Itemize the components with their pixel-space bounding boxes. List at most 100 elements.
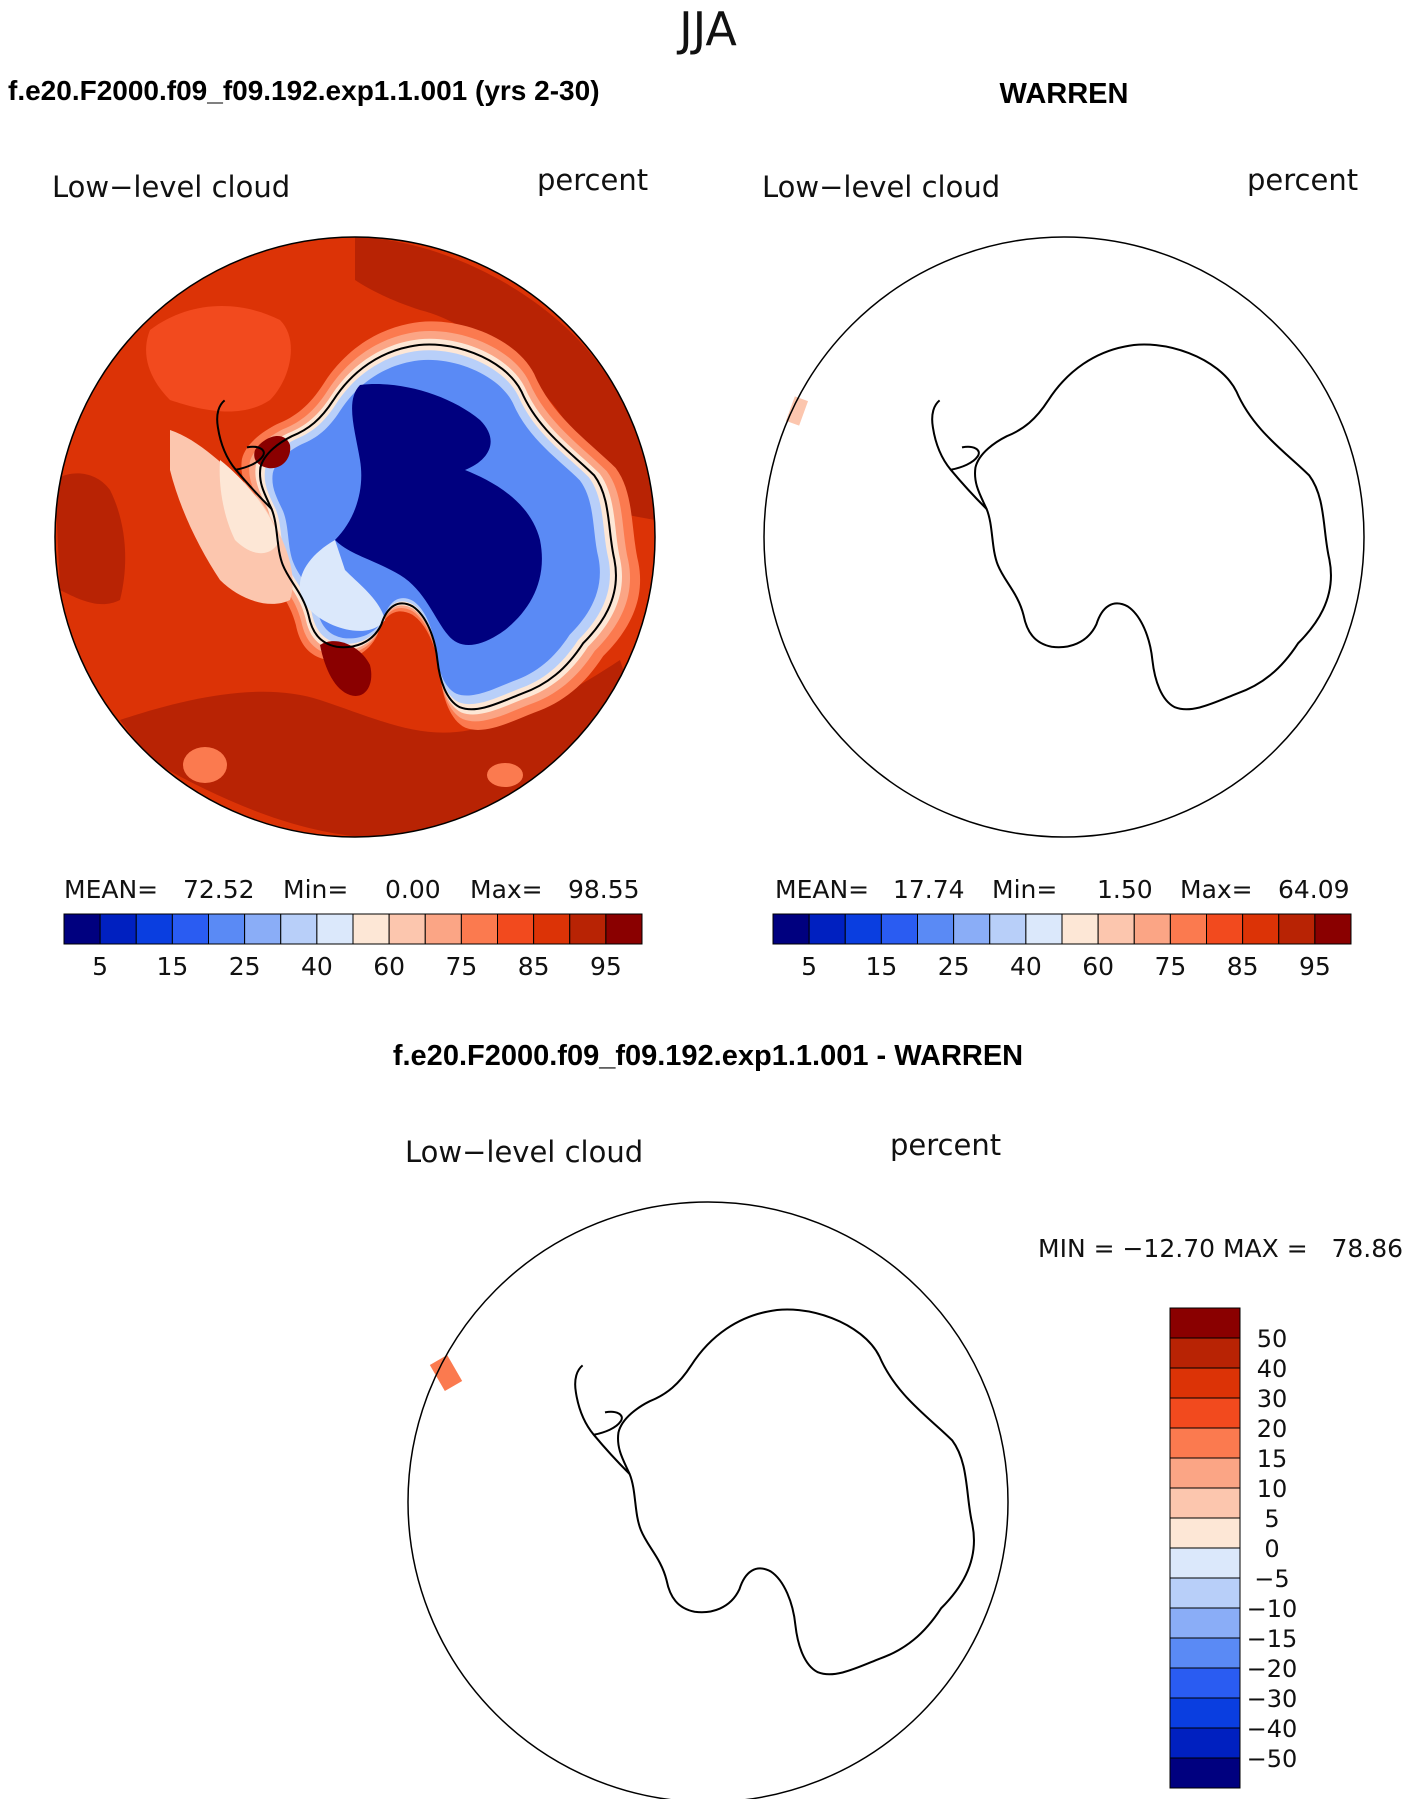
diff-colorbar-swatch xyxy=(1169,1547,1241,1579)
colorbar-swatch xyxy=(244,913,282,945)
diff-colorbar-swatch xyxy=(1169,1607,1241,1639)
ice-sheet-inner-blue xyxy=(299,540,385,631)
colorbar-tick-label: 60 xyxy=(1082,952,1114,981)
colorbar-swatch xyxy=(533,913,571,945)
colorbar-swatch xyxy=(953,913,991,945)
colorbar-swatch xyxy=(1242,913,1280,945)
panel-model: f.e20.F2000.f09_f09.192.exp1.1.001 (yrs … xyxy=(8,75,656,981)
panel-diff: f.e20.F2000.f09_f09.192.exp1.1.001 - WAR… xyxy=(393,1040,1403,1799)
diff-colorbar-swatch xyxy=(1169,1517,1241,1549)
diff-colorbar-swatch xyxy=(1169,1697,1241,1729)
colorbar-tick-label: 85 xyxy=(1227,952,1259,981)
lower-cloud-patch-s xyxy=(487,763,523,787)
colorbar-tick-label: 5 xyxy=(801,952,817,981)
colorbar-swatch xyxy=(208,913,246,945)
colorbar-swatch xyxy=(1169,913,1207,945)
colorbar-swatch xyxy=(316,913,354,945)
map-boundary-diff xyxy=(407,1201,1009,1799)
panel-model-units: percent xyxy=(537,163,648,197)
map-boundary-obs xyxy=(763,236,1365,838)
colorbar-swatch xyxy=(352,913,390,945)
colorbar-swatch xyxy=(171,913,209,945)
colorbar-swatch xyxy=(460,913,498,945)
colorbar-tick-label: 60 xyxy=(373,952,405,981)
max-label: Max= xyxy=(1180,875,1253,904)
colorbar-swatch xyxy=(135,913,173,945)
colorbar-tick-label: 75 xyxy=(1154,952,1186,981)
diff-colorbar-tick-label: 20 xyxy=(1257,1415,1288,1443)
diff-colorbar-swatch xyxy=(1169,1307,1241,1339)
diff-colorbar-swatch xyxy=(1169,1367,1241,1399)
colorbar-tick-label: 40 xyxy=(1010,952,1042,981)
panel-model-title: f.e20.F2000.f09_f09.192.exp1.1.001 (yrs … xyxy=(8,75,600,106)
obs-data-patch xyxy=(785,396,809,426)
min-label: Min= xyxy=(283,875,348,904)
colorbar-tick-label: 15 xyxy=(865,952,897,981)
diff-colorbar-swatch xyxy=(1169,1457,1241,1489)
max-label: Max= xyxy=(470,875,543,904)
colorbar-tick-label: 75 xyxy=(445,952,477,981)
min-value: 0.00 xyxy=(385,875,441,904)
max-value: 98.55 xyxy=(568,875,640,904)
diff-colorbar-swatch xyxy=(1169,1487,1241,1519)
panel-obs-title: WARREN xyxy=(1000,78,1129,110)
colorbar-swatch xyxy=(605,913,643,945)
diff-colorbar-tick-label: 50 xyxy=(1257,1325,1288,1353)
panel-diff-units: percent xyxy=(890,1128,1001,1162)
mean-value: 72.52 xyxy=(183,875,255,904)
colorbar-tick-label: 40 xyxy=(301,952,333,981)
panel-obs-variable: Low−level cloud xyxy=(762,170,1000,204)
diff-colorbar-swatch xyxy=(1169,1577,1241,1609)
lower-cloud-patch-sw xyxy=(183,747,227,783)
coastline-diff xyxy=(574,1308,975,1676)
colorbar-swatch xyxy=(1097,913,1135,945)
mean-value: 17.74 xyxy=(893,875,965,904)
colorbar-swatch xyxy=(989,913,1027,945)
map-boundary-model xyxy=(54,236,656,838)
colorbar-swatch xyxy=(844,913,882,945)
diff-data-patch xyxy=(429,1355,463,1391)
colorbar-swatch xyxy=(280,913,318,945)
diff-colorbar-tick-label: −40 xyxy=(1247,1715,1298,1743)
colorbar-tick-label: 95 xyxy=(590,952,622,981)
diff-colorbar-swatch xyxy=(1169,1337,1241,1369)
diff-colorbar-swatch xyxy=(1169,1637,1241,1669)
colorbar-swatch xyxy=(63,913,101,945)
colorbar-tick-label: 25 xyxy=(938,952,970,981)
panel-obs: WARREN Low−level cloud percent MEAN= 17.… xyxy=(762,78,1365,981)
high-cloud-spot-ross xyxy=(320,641,372,696)
diff-colorbar-tick-label: 15 xyxy=(1257,1445,1288,1473)
diff-colorbar-swatch xyxy=(1169,1667,1241,1699)
colorbar-swatch xyxy=(772,913,810,945)
colorbar-swatch xyxy=(497,913,535,945)
high-cloud-band-north xyxy=(355,237,655,520)
diff-colorbar-tick-label: −15 xyxy=(1247,1625,1298,1653)
colorbar-swatch xyxy=(1206,913,1244,945)
colorbar-swatch xyxy=(1314,913,1352,945)
diff-colorbar-tick-label: 10 xyxy=(1257,1475,1288,1503)
diff-colorbar-swatch xyxy=(1169,1727,1241,1759)
mean-label: MEAN= xyxy=(64,875,158,904)
colorbar-swatch xyxy=(424,913,462,945)
colorbar-tick-label: 25 xyxy=(229,952,261,981)
panel-diff-title: f.e20.F2000.f09_f09.192.exp1.1.001 - WAR… xyxy=(393,1040,1023,1072)
diff-colorbar-swatch xyxy=(1169,1427,1241,1459)
diff-colorbar-tick-label: 30 xyxy=(1257,1385,1288,1413)
colorbar-swatch xyxy=(1278,913,1316,945)
coastline-obs xyxy=(931,343,1332,711)
colorbar-model: 5 15 25 40 60 75 85 95 xyxy=(63,913,643,981)
colorbar-tick-label: 95 xyxy=(1299,952,1331,981)
colorbar-tick-label: 5 xyxy=(92,952,108,981)
diff-colorbar-tick-label: −20 xyxy=(1247,1655,1298,1683)
high-cloud-band-west xyxy=(55,473,126,605)
diff-colorbar-tick-label: −10 xyxy=(1247,1595,1298,1623)
diff-colorbar-tick-label: 5 xyxy=(1264,1505,1279,1533)
panel-obs-stats: MEAN= 17.74 Min= 1.50 Max= 64.09 xyxy=(775,875,1350,904)
colorbar-swatch xyxy=(808,913,846,945)
peninsula-very-low-cloud xyxy=(219,460,280,554)
lower-cloud-patch-nw xyxy=(146,306,291,412)
min-label: Min= xyxy=(992,875,1057,904)
colorbar-tick-label: 15 xyxy=(156,952,188,981)
colorbar-swatch xyxy=(1133,913,1171,945)
colorbar-swatch xyxy=(388,913,426,945)
